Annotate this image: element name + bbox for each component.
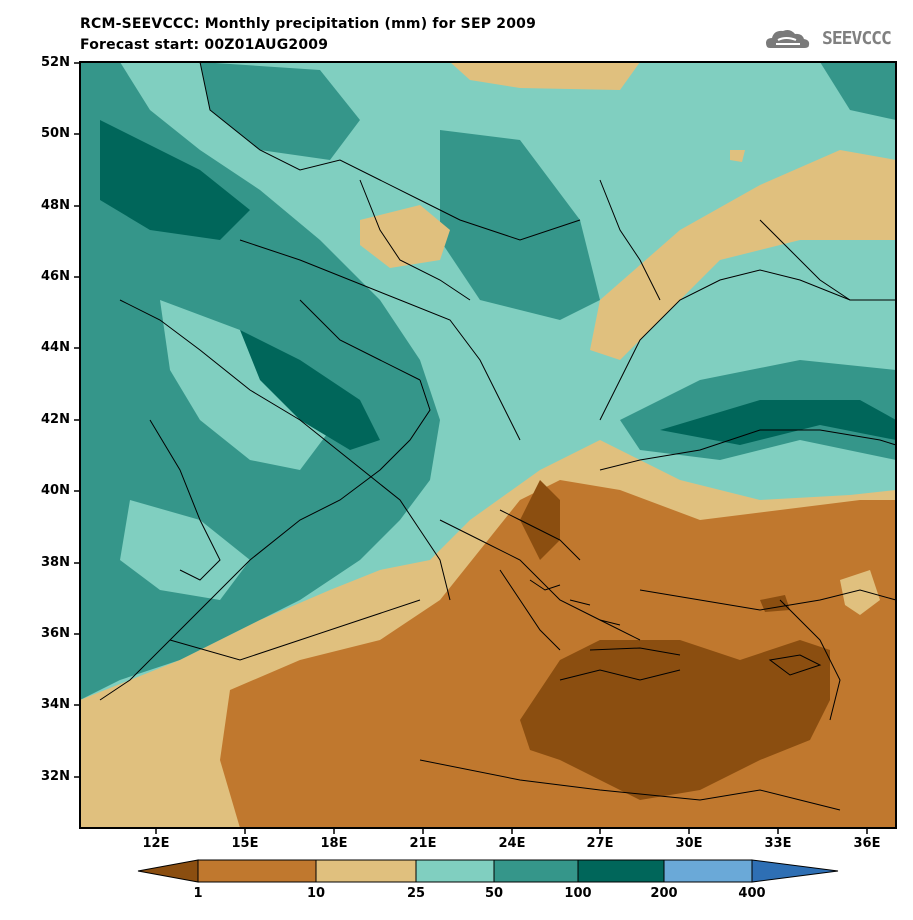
colorbar-label: 400 (738, 886, 766, 901)
colorbar (137, 859, 839, 883)
logo-text: SEEVCCC (822, 28, 892, 49)
lon-label: 15E (231, 836, 259, 851)
lat-label: 32N (41, 769, 70, 784)
lon-label: 21E (409, 836, 437, 851)
colorbar-underflow (137, 859, 199, 883)
lon-label: 18E (320, 836, 348, 851)
lat-label: 36N (41, 626, 70, 641)
precipitation-field (80, 62, 896, 828)
lon-label: 36E (853, 836, 881, 851)
lat-label: 52N (41, 55, 70, 70)
colorbar-bin (197, 859, 317, 883)
lon-label: 24E (498, 836, 526, 851)
lon-label: 27E (586, 836, 614, 851)
lat-label: 48N (41, 198, 70, 213)
colorbar-label: 100 (564, 886, 592, 901)
lat-label: 42N (41, 412, 70, 427)
colorbar-bin (315, 859, 417, 883)
lat-label: 34N (41, 697, 70, 712)
lon-label: 12E (142, 836, 170, 851)
map-frame (79, 61, 897, 829)
lat-label: 44N (41, 340, 70, 355)
lat-label: 40N (41, 483, 70, 498)
lon-label: 30E (675, 836, 703, 851)
colorbar-label: 10 (306, 886, 326, 901)
colorbar-label: 200 (650, 886, 678, 901)
lat-label: 38N (41, 555, 70, 570)
lat-label: 50N (41, 126, 70, 141)
colorbar-bin (663, 859, 753, 883)
colorbar-label: 25 (406, 886, 426, 901)
axis-ticks (74, 62, 868, 834)
colorbar-bin (577, 859, 665, 883)
chart-title: RCM-SEEVCCC: Monthly precipitation (mm) … (80, 16, 537, 32)
colorbar-bin (493, 859, 579, 883)
lon-label: 33E (764, 836, 792, 851)
colorbar-bin (415, 859, 495, 883)
lat-label: 46N (41, 269, 70, 284)
colorbar-overflow (751, 859, 839, 883)
seevccc-logo (766, 30, 810, 48)
colorbar-label: 50 (484, 886, 504, 901)
colorbar-label: 1 (193, 886, 203, 901)
forecast-start: Forecast start: 00Z01AUG2009 (80, 37, 329, 53)
